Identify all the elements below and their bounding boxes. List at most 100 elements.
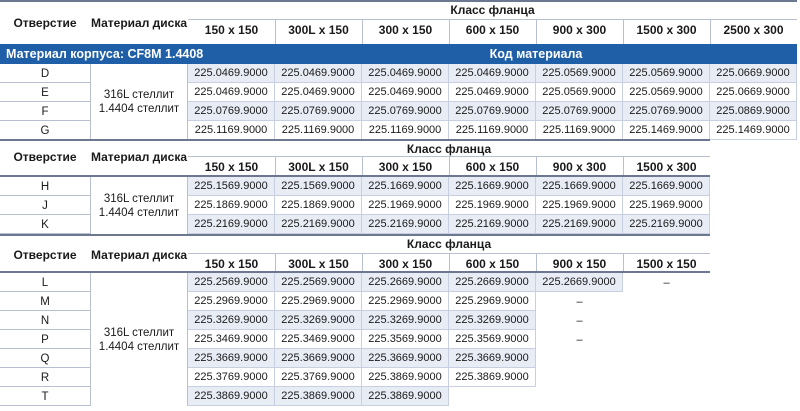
material-code-cell: 225.1869.9000 [275, 196, 362, 215]
material-code-label: Код материала [489, 47, 583, 61]
material-code-cell: – [536, 292, 623, 311]
row-rule [0, 82, 90, 83]
material-code-cell: 225.1669.9000 [623, 177, 710, 196]
class-divider [536, 254, 537, 273]
disc-material-header: Материал диска [90, 150, 188, 164]
material-code-cell: 225.3569.9000 [449, 330, 536, 349]
material-code-cell: 225.2969.9000 [188, 292, 275, 311]
material-code-cell: 225.2169.9000 [188, 215, 275, 234]
disc-material-value: 316L стеллит 1.4404 стеллит [90, 177, 188, 234]
material-code-cell: 225.0469.9000 [275, 83, 362, 102]
material-code-cell: 225.3469.9000 [275, 330, 362, 349]
opening-header: Отверстие [13, 247, 77, 262]
flange-class-5: 900 x 150 [552, 257, 607, 271]
class-divider [710, 20, 711, 64]
opening-label: T [41, 390, 49, 403]
material-code-cell: 225.1669.9000 [362, 177, 449, 196]
class-divider [449, 157, 450, 177]
opening-label: L [41, 276, 49, 289]
material-code-cell: – [536, 311, 623, 330]
material-code-cell: 225.2669.9000 [536, 273, 623, 292]
class-divider [275, 20, 276, 64]
flange-class-rule [188, 19, 797, 20]
material-code-cell: 225.1469.9000 [710, 121, 797, 140]
material-code-cell: 225.1669.9000 [449, 177, 536, 196]
material-code-cell: 225.1969.9000 [362, 196, 449, 215]
material-code-cell: – [536, 330, 623, 349]
material-code-cell: 225.0569.9000 [536, 64, 623, 83]
material-code-cell: 225.0769.9000 [275, 102, 362, 121]
material-code-cell: 225.3269.9000 [275, 311, 362, 330]
opening-label: G [40, 124, 50, 137]
material-code-cell: 225.3269.9000 [449, 311, 536, 330]
material-code-cell: 225.3869.9000 [188, 387, 275, 406]
material-code-cell: 225.3569.9000 [362, 330, 449, 349]
material-code-cell: 225.0769.9000 [449, 102, 536, 121]
class-divider [362, 254, 363, 273]
class-divider [623, 157, 624, 177]
material-code-cell: 225.1969.9000 [536, 196, 623, 215]
class-divider [275, 157, 276, 177]
material-code-cell: 225.1169.9000 [449, 121, 536, 140]
material-code-cell: 225.1169.9000 [188, 121, 275, 140]
material-code-cell: 225.1869.9000 [188, 196, 275, 215]
row-rule [0, 367, 90, 368]
class-divider [362, 157, 363, 177]
opening-label: J [42, 199, 48, 212]
flange-class-2: 300L x 150 [288, 160, 349, 174]
row-rule [0, 405, 90, 406]
class-divider [449, 254, 450, 273]
opening-label: E [41, 86, 49, 99]
flange-class-1: 150 x 150 [204, 257, 259, 271]
flange-class-5: 900 x 300 [552, 23, 607, 37]
flange-class-3: 300 x 150 [378, 257, 433, 271]
material-code-cell: 225.0769.9000 [536, 102, 623, 121]
flange-class-5: 900 x 300 [552, 160, 607, 174]
material-code-cell: 225.1569.9000 [275, 177, 362, 196]
material-code-cell: 225.1469.9000 [623, 121, 710, 140]
row-rule [0, 386, 90, 387]
flange-class-3: 300 x 150 [378, 23, 433, 37]
material-code-cell: 225.3669.9000 [362, 349, 449, 368]
material-code-cell: 225.1669.9000 [536, 177, 623, 196]
opening-header: Отверстие [13, 150, 77, 164]
class-divider [536, 20, 537, 64]
material-code-cell: 225.0669.9000 [710, 64, 797, 83]
material-code-cell: 225.2169.9000 [449, 215, 536, 234]
material-code-cell: 225.3669.9000 [449, 349, 536, 368]
material-code-cell: 225.3469.9000 [188, 330, 275, 349]
material-code-cell: 225.0569.9000 [623, 64, 710, 83]
material-code-cell: 225.3269.9000 [188, 311, 275, 330]
row-rule [0, 233, 90, 234]
flange-class-2: 300L x 150 [288, 257, 349, 271]
material-code-cell: 225.1169.9000 [275, 121, 362, 140]
material-code-cell: 225.3869.9000 [275, 387, 362, 406]
flange-class-3: 300 x 150 [378, 160, 433, 174]
flange-class-6: 1500 x 300 [636, 23, 697, 37]
material-code-cell: 225.2969.9000 [275, 292, 362, 311]
class-divider [623, 20, 624, 64]
row-rule [0, 329, 90, 330]
opening-label: Q [40, 352, 50, 365]
material-code-cell: 225.1169.9000 [536, 121, 623, 140]
opening-label: N [40, 314, 50, 327]
material-code-cell: 225.2569.9000 [275, 273, 362, 292]
flange-class-4: 600 x 150 [465, 160, 520, 174]
flange-class-2: 300L x 150 [288, 23, 349, 37]
disc-material-value: 316L стеллит 1.4404 стеллит [90, 64, 188, 140]
material-code-cell: 225.0669.9000 [710, 83, 797, 102]
class-divider [362, 20, 363, 64]
material-code-cell: 225.0469.9000 [275, 64, 362, 83]
material-code-cell: 225.2169.9000 [362, 215, 449, 234]
flange-class-6: 1500 x 300 [636, 160, 697, 174]
body-material-label: Материал корпуса: CF8M 1.4408 [6, 47, 204, 61]
opening-header: Отверстие [13, 15, 77, 30]
opening-label: H [40, 180, 50, 193]
class-divider [623, 254, 624, 273]
table-top-rule [0, 0, 797, 2]
flange-class-1: 150 x 150 [204, 160, 259, 174]
flange-class-1: 150 x 150 [204, 23, 259, 37]
opening-label: D [40, 67, 50, 80]
row-rule [0, 291, 90, 292]
class-divider [275, 254, 276, 273]
